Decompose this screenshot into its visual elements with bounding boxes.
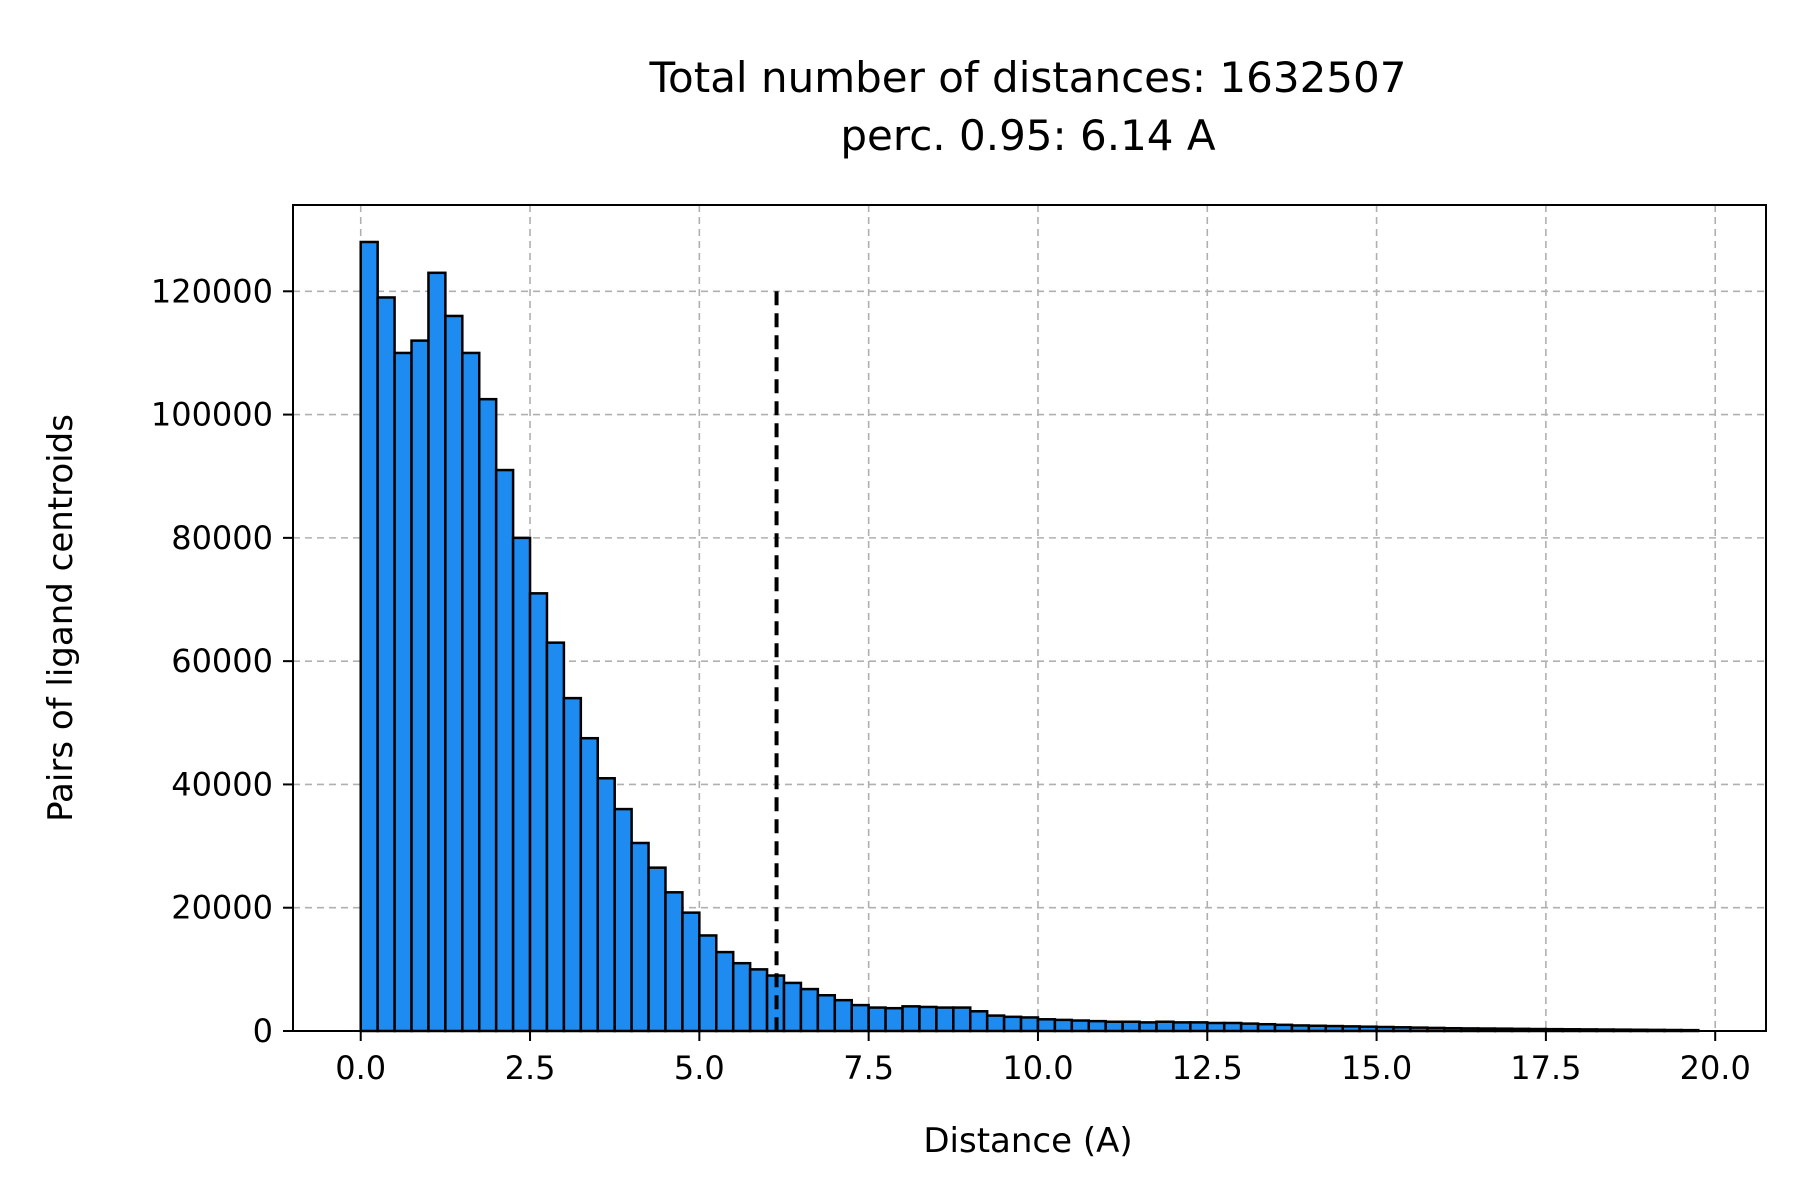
y-axis-label: Pairs of ligand centroids [41,414,81,822]
histogram-bar-20 [698,934,718,1033]
histogram-bar-25 [782,981,803,1033]
histogram-bar-44 [1104,1020,1124,1033]
histogram-bar-50 [1206,1021,1226,1033]
x-axis-ticks: 0.0 2.5 5.0 7.5 10.0 12.5 15.0 17.5 20.0 [335,1031,1751,1087]
histogram-bar-31 [884,1006,904,1033]
histogram-bar-34 [935,1006,955,1033]
histogram-bar-7 [477,397,498,1033]
x-tick-label-1: 2.5 [505,1049,556,1087]
histogram-bar-41 [1053,1018,1074,1033]
histogram-bar-18 [664,891,684,1033]
histogram-bar-3 [410,339,430,1033]
plot-frame [292,204,1767,1032]
y-tick-label-3: 60000 [171,642,273,680]
x-tick-label-0: 0.0 [335,1049,386,1087]
histogram-bar-27 [816,993,837,1033]
histogram-bar-43 [1087,1019,1107,1033]
histogram-bar-26 [799,987,820,1033]
histogram-bar-22 [731,961,752,1033]
histogram-bar-29 [850,1003,870,1033]
histogram-bar-30 [867,1006,887,1033]
histogram-bar-39 [1019,1016,1040,1033]
histogram-bar-52 [1239,1022,1260,1033]
histogram-bar-11 [545,641,566,1033]
histogram-bar-53 [1256,1022,1277,1033]
histogram-bar-35 [952,1006,972,1033]
y-tick-label-4: 80000 [171,519,273,557]
histogram-bar-9 [511,536,532,1033]
histogram-bar-36 [968,1010,989,1033]
histogram-bar-32 [901,1005,921,1033]
x-tick-label-8: 20.0 [1680,1049,1751,1087]
x-tick-label-4: 10.0 [1002,1049,1073,1087]
histogram-bar-33 [918,1005,938,1033]
histogram-bar-42 [1070,1019,1091,1033]
histogram-bar-15 [613,807,633,1033]
histogram-bar-4 [427,271,447,1033]
histogram-bar-5 [444,314,464,1033]
histogram-bar-0 [359,240,379,1033]
histogram-bars [359,240,1700,1033]
histogram-bar-1 [376,296,396,1033]
x-tick-label-6: 15.0 [1341,1049,1412,1087]
y-tick-label-0: 0 [253,1012,273,1050]
histogram-bar-10 [528,592,549,1033]
histogram-bar-17 [647,866,667,1033]
histogram-bar-28 [833,998,853,1033]
y-axis-ticks: 0 20000 40000 60000 80000 100000 120000 [151,272,293,1050]
histogram-bar-40 [1036,1018,1057,1033]
histogram-bar-45 [1121,1020,1141,1033]
histogram-bar-23 [748,968,769,1033]
histogram-bar-46 [1138,1021,1158,1033]
x-tick-label-7: 17.5 [1510,1049,1581,1087]
chart-title-line-2: perc. 0.95: 6.14 A [840,111,1216,160]
histogram-bar-2 [393,351,413,1033]
histogram-bar-8 [494,468,515,1033]
y-tick-label-2: 40000 [171,765,273,803]
y-tick-label-6: 120000 [151,272,273,310]
y-tick-label-5: 100000 [151,396,273,434]
histogram-bar-14 [596,777,616,1033]
histogram-bar-19 [681,911,701,1033]
histogram-bar-51 [1222,1021,1243,1033]
x-tick-label-5: 12.5 [1172,1049,1243,1087]
x-tick-label-3: 7.5 [843,1049,894,1087]
histogram-bar-6 [461,351,481,1033]
chart-title-line-1: Total number of distances: 1632507 [649,53,1407,102]
histogram-bar-12 [562,696,583,1033]
histogram-bar-48 [1172,1021,1192,1033]
histogram-bar-13 [579,736,600,1033]
histogram-bar-37 [985,1014,1006,1033]
histogram-bar-21 [715,950,735,1033]
y-tick-label-1: 20000 [171,889,273,927]
histogram-bar-38 [1002,1015,1023,1033]
histogram-bar-47 [1155,1020,1175,1033]
histogram-bar-49 [1189,1021,1209,1033]
x-tick-label-2: 5.0 [674,1049,725,1087]
histogram-bar-16 [630,841,650,1033]
x-axis-label: Distance (A) [923,1121,1132,1161]
